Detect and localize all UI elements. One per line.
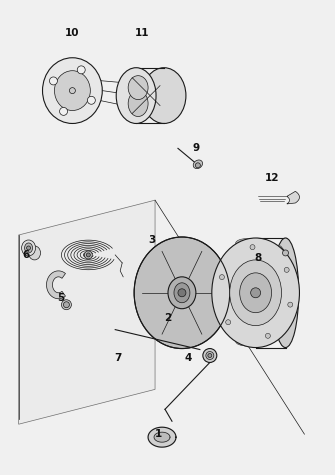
Polygon shape	[148, 427, 176, 447]
Ellipse shape	[24, 243, 32, 253]
Circle shape	[61, 300, 71, 310]
Circle shape	[284, 267, 289, 272]
Text: 9: 9	[192, 143, 199, 153]
Circle shape	[195, 163, 200, 168]
Ellipse shape	[168, 277, 196, 309]
Ellipse shape	[43, 58, 102, 124]
Ellipse shape	[236, 247, 260, 257]
Ellipse shape	[236, 292, 260, 301]
Ellipse shape	[236, 283, 260, 292]
Circle shape	[251, 288, 261, 298]
Circle shape	[178, 289, 186, 297]
Ellipse shape	[272, 238, 299, 348]
Circle shape	[206, 352, 214, 360]
Circle shape	[77, 66, 85, 74]
Circle shape	[69, 87, 75, 94]
Polygon shape	[19, 200, 155, 424]
Text: 2: 2	[164, 313, 172, 323]
Text: 1: 1	[154, 429, 162, 439]
Text: 6: 6	[22, 250, 29, 260]
Text: 7: 7	[115, 352, 122, 362]
Ellipse shape	[236, 266, 260, 275]
Ellipse shape	[21, 240, 36, 256]
Ellipse shape	[236, 337, 260, 346]
Ellipse shape	[236, 301, 260, 310]
Ellipse shape	[55, 71, 90, 111]
Circle shape	[50, 77, 57, 85]
Circle shape	[250, 245, 255, 250]
Circle shape	[226, 320, 231, 325]
Ellipse shape	[236, 328, 260, 337]
Text: 10: 10	[65, 28, 80, 38]
Circle shape	[60, 107, 68, 115]
Ellipse shape	[236, 238, 260, 247]
Text: 12: 12	[264, 173, 279, 183]
Text: 5: 5	[57, 293, 64, 303]
Text: 3: 3	[148, 235, 156, 245]
Ellipse shape	[236, 256, 260, 266]
Circle shape	[87, 96, 95, 104]
Ellipse shape	[116, 68, 156, 124]
Circle shape	[288, 302, 293, 307]
Ellipse shape	[128, 91, 148, 116]
Circle shape	[265, 333, 270, 338]
Circle shape	[84, 251, 92, 259]
Polygon shape	[47, 271, 65, 299]
Polygon shape	[154, 432, 170, 442]
Text: 11: 11	[135, 28, 149, 38]
Ellipse shape	[128, 76, 148, 100]
Text: 4: 4	[184, 352, 192, 362]
Ellipse shape	[28, 246, 41, 260]
Text: 8: 8	[254, 253, 261, 263]
Ellipse shape	[236, 310, 260, 319]
Ellipse shape	[142, 68, 186, 124]
Circle shape	[203, 349, 217, 362]
Circle shape	[63, 302, 69, 308]
Ellipse shape	[134, 237, 230, 349]
Ellipse shape	[230, 260, 281, 326]
Ellipse shape	[240, 273, 272, 313]
Ellipse shape	[193, 160, 203, 169]
Circle shape	[26, 246, 30, 250]
Polygon shape	[287, 191, 299, 204]
Circle shape	[208, 353, 212, 358]
Circle shape	[86, 253, 90, 257]
Ellipse shape	[236, 319, 260, 328]
Ellipse shape	[236, 275, 260, 283]
Ellipse shape	[174, 283, 190, 303]
Circle shape	[219, 275, 224, 280]
Ellipse shape	[212, 238, 299, 348]
Circle shape	[282, 250, 288, 256]
